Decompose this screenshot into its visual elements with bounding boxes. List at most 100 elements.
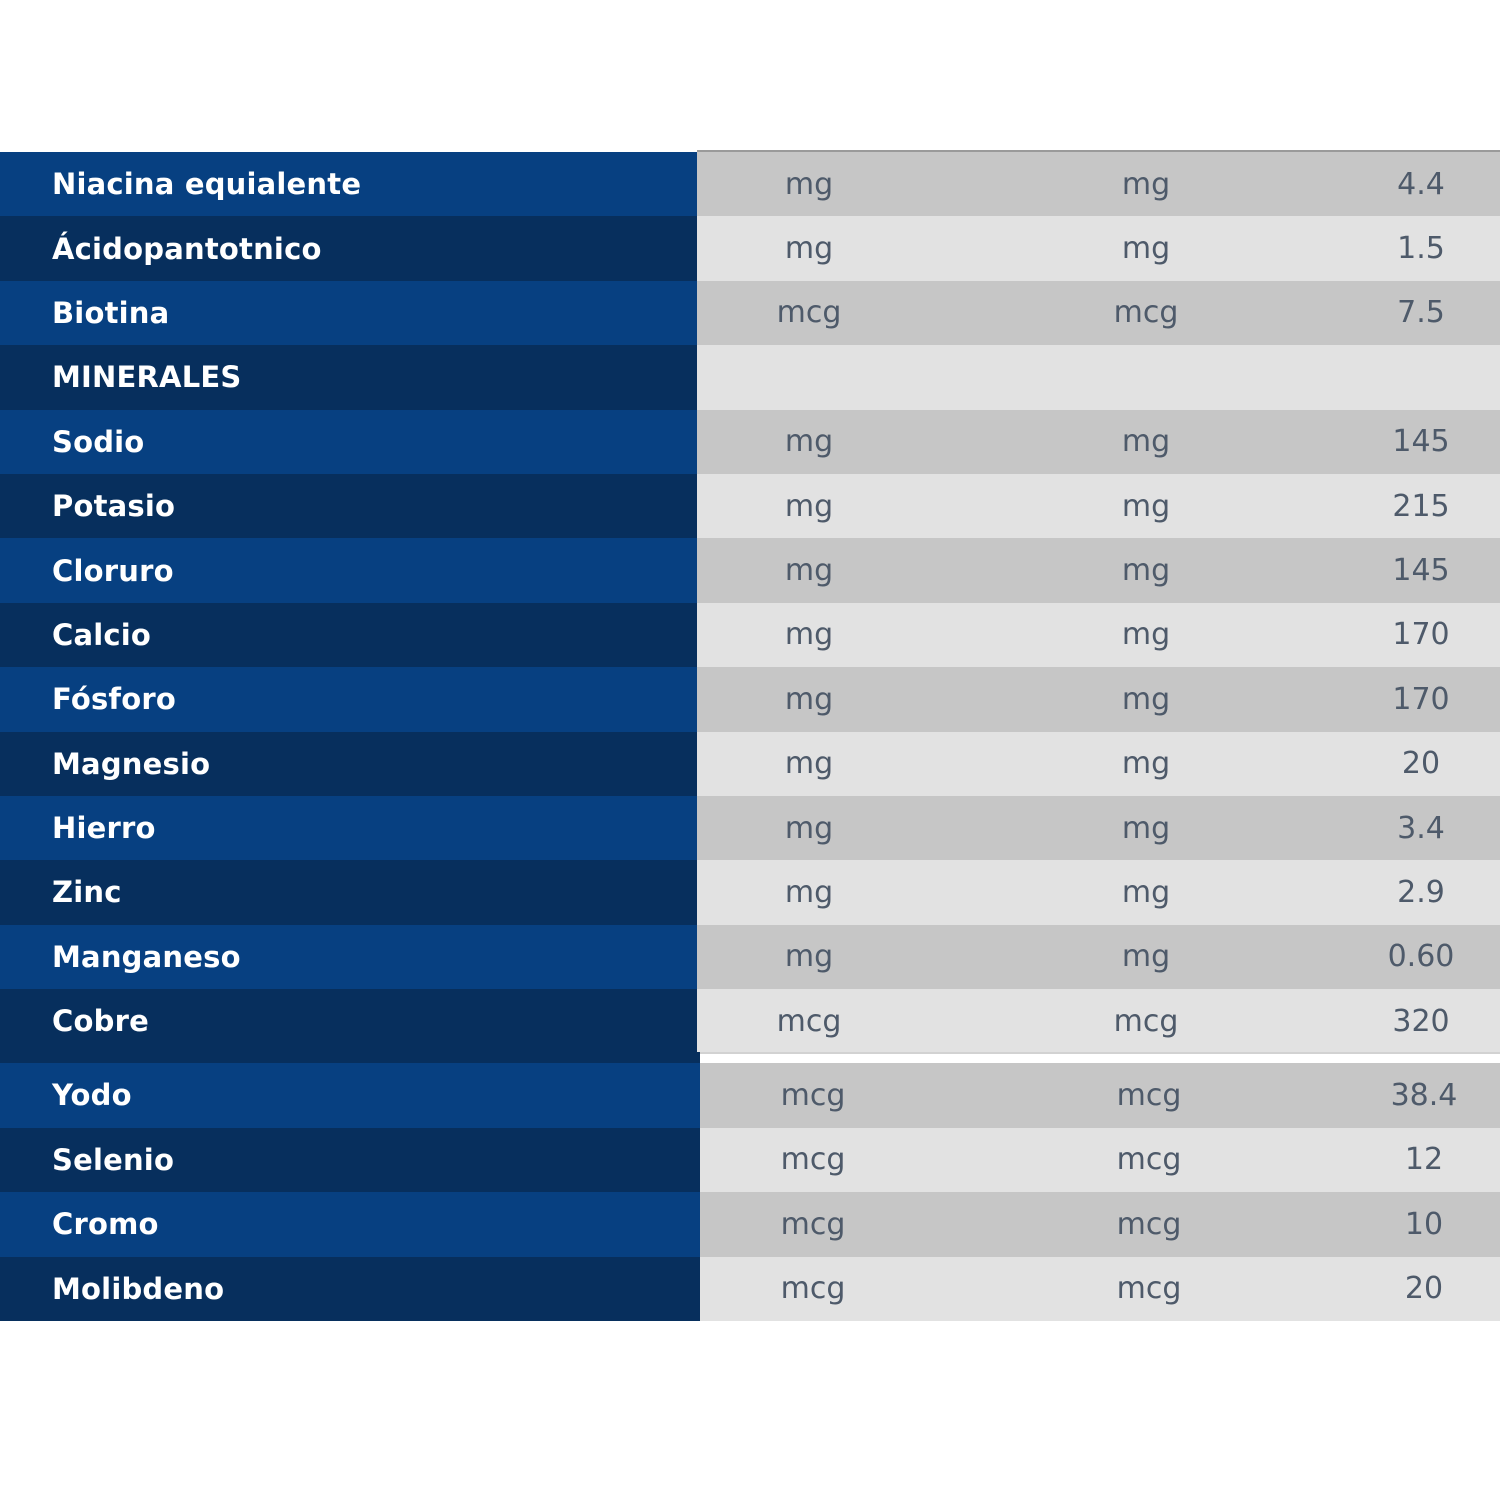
table-row: Magnesio mg mg 20 [0,731,1500,796]
unit-col-2: mcg [1113,1003,1179,1039]
table-row: Ácidopantotnico mg mg 1.5 [0,216,1500,281]
unit-col-1: mg [784,810,834,846]
table-row: Potasio mg mg 215 [0,473,1500,539]
nutrient-data: mg mg 0.60 [697,924,1500,990]
nutrient-name: Sodio [0,409,697,474]
nutrient-name: Biotina [0,280,697,346]
unit-col-2: mg [1121,231,1171,267]
unit-col-1: mcg [780,1206,846,1242]
table-row: Manganeso mg mg 0.60 [0,924,1500,990]
table-row: Cloruro mg mg 145 [0,538,1500,603]
amount-value: 2.9 [1397,874,1445,910]
nutrient-name: Cromo [0,1192,700,1257]
nutrient-data: mcg mcg 38.4 [700,1063,1500,1128]
unit-col-1: mg [784,166,834,202]
unit-col-1: mcg [780,1077,846,1113]
amount-value: 4.4 [1397,166,1445,202]
amount-value: 3.4 [1397,810,1445,846]
unit-col-1: mg [784,231,834,267]
nutrient-name: Calcio [0,602,697,668]
table-top-border [697,150,1500,153]
nutrient-name: Niacina equialente [0,152,697,217]
unit-col-2: mg [1121,488,1171,524]
amount-value: 215 [1392,488,1450,524]
table-row: Cromo mcg mcg 10 [0,1192,1500,1257]
nutrient-name: Hierro [0,795,697,861]
nutrient-name: Cloruro [0,538,697,603]
nutrient-name: Molibdeno [0,1256,700,1321]
unit-col-2: mg [1121,874,1171,910]
nutrient-data: mg mg 3.4 [697,795,1500,861]
section-header-row: MINERALES [0,345,1500,410]
amount-value: 170 [1392,681,1450,717]
unit-col-1: mcg [780,1271,846,1307]
table-row: Fósforo mg mg 170 [0,667,1500,732]
unit-col-2: mg [1121,166,1171,202]
table-row: Biotina mcg mcg 7.5 [0,280,1500,346]
unit-col-1: mcg [776,295,842,331]
nutrient-name: Manganeso [0,924,697,990]
table-row: Molibdeno mcg mcg 20 [0,1256,1500,1321]
nutrition-table-bottom: Yodo mcg mcg 38.4 Selenio mcg mcg 12 Cro… [0,1063,1500,1321]
amount-value: 10 [1404,1206,1444,1242]
nutrient-data: mcg mcg 20 [700,1256,1500,1321]
unit-col-1: mg [784,874,834,910]
amount-value: 320 [1392,1003,1450,1039]
nutrient-data: mg mg 1.5 [697,216,1500,281]
table-row: Niacina equialente mg mg 4.4 [0,152,1500,217]
unit-col-1: mg [784,681,834,717]
unit-col-2: mg [1121,810,1171,846]
table-row: Sodio mg mg 145 [0,409,1500,474]
table-row: Zinc mg mg 2.9 [0,860,1500,925]
amount-value: 20 [1401,746,1441,782]
unit-col-2: mcg [1113,295,1179,331]
unit-col-2: mcg [1116,1077,1182,1113]
nutrient-data: mcg mcg 320 [697,989,1500,1054]
nutrient-data: mg mg 4.4 [697,152,1500,217]
table-row: Hierro mg mg 3.4 [0,795,1500,861]
nutrient-name: Selenio [0,1127,700,1192]
amount-value: 145 [1392,553,1450,589]
nutrient-name: Zinc [0,860,697,925]
nutrient-name: Ácidopantotnico [0,216,697,281]
unit-col-2: mg [1121,424,1171,460]
unit-col-2: mg [1121,617,1171,653]
unit-col-2: mcg [1116,1142,1182,1178]
unit-col-1: mg [784,553,834,589]
unit-col-2: mg [1121,939,1171,975]
nutrient-data: mg mg 170 [697,667,1500,732]
nutrient-data: mg mg 215 [697,473,1500,539]
table-separator [0,1052,700,1063]
unit-col-1: mg [784,488,834,524]
nutrient-data: mcg mcg 12 [700,1127,1500,1192]
nutrient-data: mg mg 2.9 [697,860,1500,925]
nutrient-data: mcg mcg 7.5 [697,280,1500,346]
nutrient-data: mg mg 20 [697,731,1500,796]
amount-value: 145 [1392,424,1450,460]
table-separator-line [700,1052,1500,1054]
unit-col-2: mcg [1116,1206,1182,1242]
nutrient-data: mg mg 170 [697,602,1500,668]
nutrient-data: mg mg 145 [697,409,1500,474]
table-row: Cobre mcg mcg 320 [0,989,1500,1054]
nutrient-name: Cobre [0,989,697,1054]
nutrient-name: Potasio [0,473,697,539]
nutrition-table-top: Niacina equialente mg mg 4.4 Ácidopantot… [0,152,1500,1054]
table-row: Calcio mg mg 170 [0,602,1500,668]
unit-col-2: mg [1121,746,1171,782]
unit-col-1: mg [784,424,834,460]
unit-col-1: mcg [780,1142,846,1178]
table-row: Selenio mcg mcg 12 [0,1127,1500,1192]
unit-col-2: mg [1121,553,1171,589]
section-header-minerales: MINERALES [0,345,697,410]
nutrient-data: mg mg 145 [697,538,1500,603]
nutrient-name: Yodo [0,1063,700,1128]
amount-value: 38.4 [1390,1077,1458,1113]
amount-value: 20 [1404,1271,1444,1307]
amount-value: 1.5 [1397,231,1445,267]
table-row: Yodo mcg mcg 38.4 [0,1063,1500,1128]
unit-col-1: mg [784,617,834,653]
unit-col-1: mcg [776,1003,842,1039]
nutrient-name: Magnesio [0,731,697,796]
nutrient-data [697,345,1500,410]
